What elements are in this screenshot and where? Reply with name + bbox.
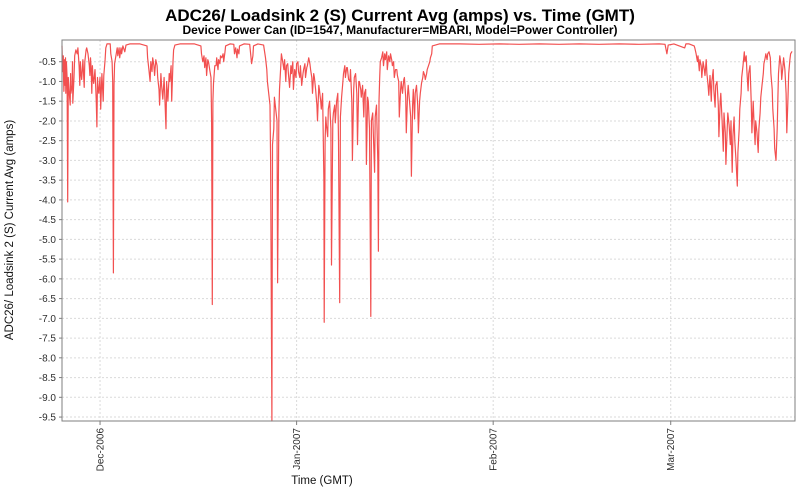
y-tick-label: -1.0: [39, 77, 57, 88]
series-line: [61, 43, 793, 422]
y-tick-label: -9.0: [39, 393, 57, 404]
y-tick-label: -6.0: [39, 274, 57, 285]
y-tick-label: -2.5: [39, 136, 57, 147]
y-tick-label: -2.0: [39, 116, 57, 127]
y-tick-label: -3.0: [39, 156, 57, 167]
y-tick-label: -5.5: [39, 255, 57, 266]
y-tick-label: -4.0: [39, 195, 57, 206]
y-tick-label: -3.5: [39, 176, 57, 187]
y-axis-title: ADC26/ Loadsink 2 (S) Current Avg (amps): [4, 120, 16, 340]
y-tick-label: -8.0: [39, 353, 57, 364]
chart-subtitle: Device Power Can (ID=1547, Manufacturer=…: [182, 23, 617, 37]
y-tick-label: -5.0: [39, 235, 57, 246]
x-tick-label: Feb-2007: [489, 428, 500, 471]
x-tick-label: Jan-2007: [292, 428, 303, 470]
chart-title: ADC26/ Loadsink 2 (S) Current Avg (amps)…: [165, 6, 635, 25]
y-tick-label: -4.5: [39, 215, 57, 226]
x-tick-label: Mar-2007: [666, 428, 677, 471]
y-tick-label: -7.5: [39, 334, 57, 345]
y-tick-label: -9.5: [39, 413, 57, 424]
y-tick-label: -7.0: [39, 314, 57, 325]
x-axis-title: Time (GMT): [291, 475, 353, 487]
y-tick-label: -1.5: [39, 97, 57, 108]
plot-area: [62, 40, 795, 421]
plot-border: [61, 39, 796, 422]
y-tick-label: -6.5: [39, 294, 57, 305]
y-tick-label: -8.5: [39, 373, 57, 384]
x-tick-label: Dec-2006: [96, 428, 107, 472]
y-tick-label: -0.5: [39, 57, 57, 68]
